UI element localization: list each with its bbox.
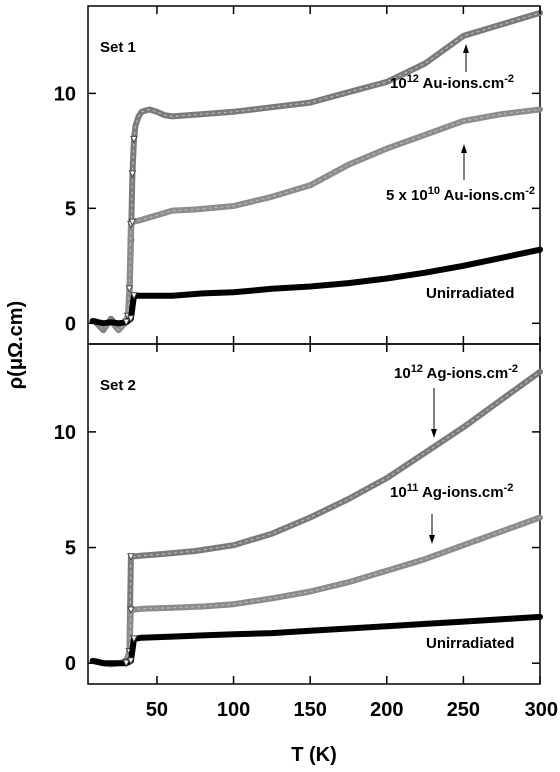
annotation-au-5x10-10: 5 x 1010 Au-ions.cm-2 — [386, 185, 535, 204]
y-tick-label-p1-0: 0 — [65, 313, 76, 335]
series-marker-p1-1-6 — [125, 285, 134, 293]
annotation-ag-10-11: 1011 Ag-ions.cm-2 — [390, 482, 513, 501]
series-line-p1-2 — [89, 246, 543, 327]
x-tick-label-5: 300 — [525, 699, 558, 721]
y-tick-label-p2-2: 10 — [54, 422, 76, 444]
series-marker-p2-1-6 — [127, 606, 135, 615]
y-tick-label-p1-2: 10 — [54, 83, 76, 105]
series-marker-p1-0-8 — [128, 170, 137, 178]
series-marker-p2-2-6 — [130, 635, 138, 644]
arrowhead-au-5x10-10 — [461, 144, 467, 153]
x-axis-label: T (K) — [291, 744, 337, 766]
series-marker-p2-0-6 — [127, 553, 135, 561]
x-tick-label-4: 250 — [447, 699, 480, 721]
y-tick-label-p2-0: 0 — [65, 653, 76, 675]
panel-label-set-2: Set 2 — [100, 377, 136, 394]
x-tick-label-3: 200 — [370, 699, 403, 721]
y-tick-label-p2-1: 5 — [65, 538, 76, 560]
x-tick-label-1: 100 — [217, 699, 250, 721]
annotation-au-10-12: 1012 Au-ions.cm-2 — [390, 73, 514, 92]
series-marker-p1-2-5 — [127, 315, 135, 323]
series-highlight-p1-0 — [95, 12, 541, 332]
arrowhead-ag-10-12 — [431, 429, 437, 438]
series-marker-p2-2-4 — [122, 659, 131, 668]
y-axis-label: ρ(μΩ.cm) — [5, 301, 27, 389]
series-marker-p1-2-6 — [130, 292, 138, 300]
series-marker-p1-2-4 — [122, 318, 131, 327]
annotation-unirradiated-set-1: Unirradiated — [426, 285, 514, 302]
series-marker-p2-2-5 — [127, 657, 135, 665]
panel-set-2: 0 5 10 Set 2 1012 Ag-ions.cm-2 1011 Ag-ion… — [54, 343, 543, 685]
panel-set-1: 0 5 10 Set 1 1012 Au-ions.cm-2 5 x 1010 Au… — [54, 5, 543, 345]
x-tick-label-0: 50 — [146, 699, 168, 721]
panel-label-set-1: Set 1 — [100, 39, 136, 56]
series-highlight-p1-1 — [95, 108, 541, 332]
series-line-p2-2 — [89, 613, 543, 667]
panel-2-frame — [87, 343, 541, 685]
x-tick-label-2: 150 — [293, 699, 326, 721]
arrowhead-ag-10-11 — [429, 535, 435, 544]
annotation-ag-10-12: 1012 Ag-ions.cm-2 — [394, 363, 518, 382]
y-tick-label-p1-1: 5 — [65, 198, 76, 220]
series-marker-p1-0-9 — [130, 135, 138, 144]
arrowhead-au-10-12 — [463, 44, 469, 53]
series-marker-p1-1-8 — [128, 218, 137, 227]
annotation-unirradiated-set-2: Unirradiated — [426, 635, 514, 652]
series-line-p1-0 — [92, 9, 543, 334]
